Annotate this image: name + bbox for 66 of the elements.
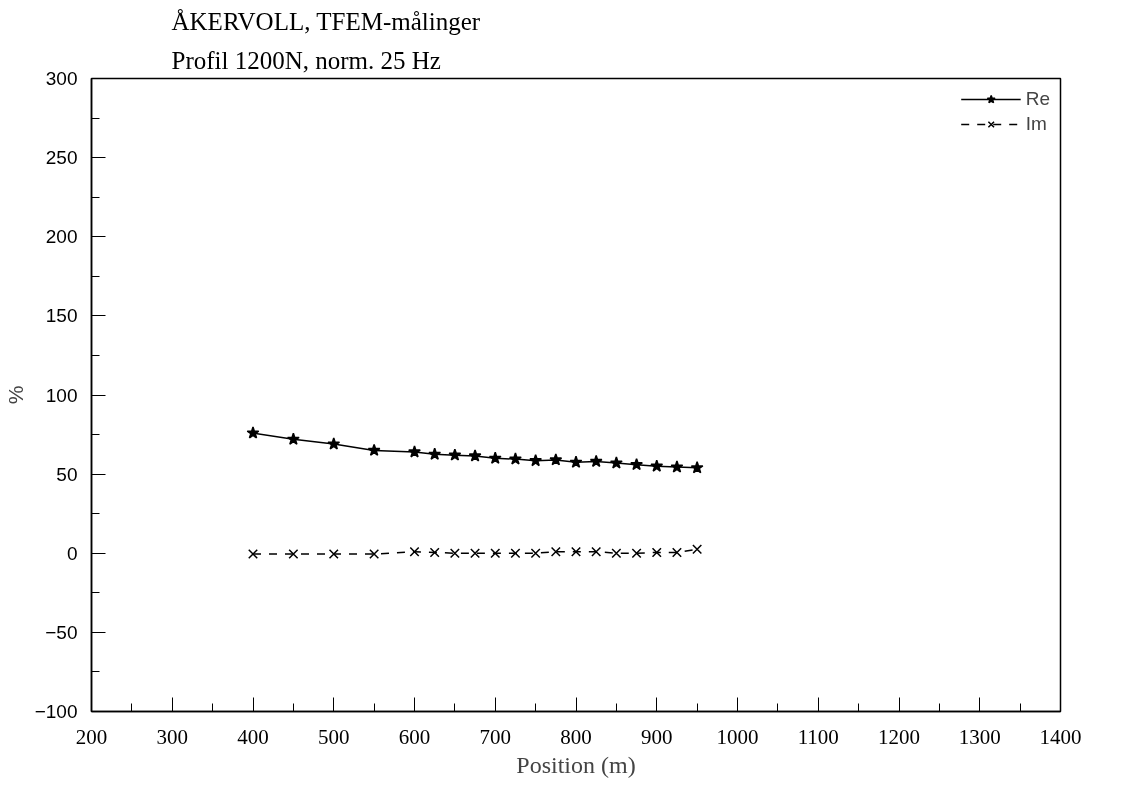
point [529, 453, 543, 467]
y-tick-label: 50 [56, 463, 78, 485]
point [690, 461, 704, 474]
point [591, 546, 602, 557]
point [609, 456, 623, 469]
point [246, 426, 260, 439]
point [650, 459, 664, 472]
x-tick-label: 600 [398, 724, 431, 749]
point [428, 447, 442, 460]
legend-label: Im [1025, 113, 1047, 135]
point [367, 443, 381, 456]
point [470, 548, 481, 559]
y-tick-label: −100 [34, 701, 78, 722]
point [571, 546, 581, 557]
y-tick-label: −50 [45, 621, 78, 643]
point [288, 549, 299, 560]
point [692, 544, 703, 555]
point [508, 452, 522, 465]
point [328, 549, 339, 560]
point [530, 548, 541, 559]
x-tick-label: 800 [560, 724, 592, 749]
point [369, 549, 380, 560]
chart-subtitle: Profil 1200N, norm. 25 Hz [171, 46, 441, 74]
x-tick-label: 400 [237, 724, 269, 749]
y-tick-label: 300 [45, 68, 78, 89]
point [510, 548, 521, 559]
y-tick-label: 200 [45, 226, 78, 248]
point [549, 453, 563, 466]
x-tick-label: 300 [156, 724, 188, 749]
point [670, 460, 684, 473]
point [490, 548, 501, 559]
point [448, 448, 462, 461]
chart-title: ÅKERVOLL, TFEM-målinger [171, 7, 481, 35]
point [671, 547, 682, 558]
point [630, 457, 644, 471]
point [468, 449, 482, 462]
point [651, 547, 662, 558]
point [408, 445, 421, 458]
point [611, 548, 622, 559]
point [449, 548, 460, 559]
legend-label: Re [1025, 88, 1050, 110]
point [409, 546, 420, 557]
x-axis-title: Position (m) [516, 751, 636, 778]
x-tick-label: 1200 [878, 724, 920, 749]
point [569, 455, 583, 468]
x-tick-label: 1100 [797, 724, 839, 749]
y-tick-label: 150 [45, 305, 78, 327]
y-tick-label: 100 [45, 384, 78, 406]
y-axis-title: % [3, 385, 27, 405]
point [589, 454, 603, 468]
point [631, 548, 642, 559]
y-tick-label: 250 [45, 147, 78, 169]
point [429, 547, 440, 558]
x-tick-label: 1400 [1039, 724, 1082, 749]
x-tick-label: 200 [75, 724, 108, 749]
x-tick-label: 700 [479, 724, 511, 749]
point [488, 451, 502, 464]
point [286, 432, 300, 445]
point [550, 546, 561, 557]
y-tick-label: 0 [66, 542, 78, 564]
x-tick-label: 1300 [958, 724, 1001, 749]
x-tick-label: 500 [318, 724, 350, 749]
x-tick-label: 900 [641, 724, 673, 749]
point [248, 549, 258, 560]
point [327, 437, 341, 450]
x-tick-label: 1000 [716, 724, 759, 749]
